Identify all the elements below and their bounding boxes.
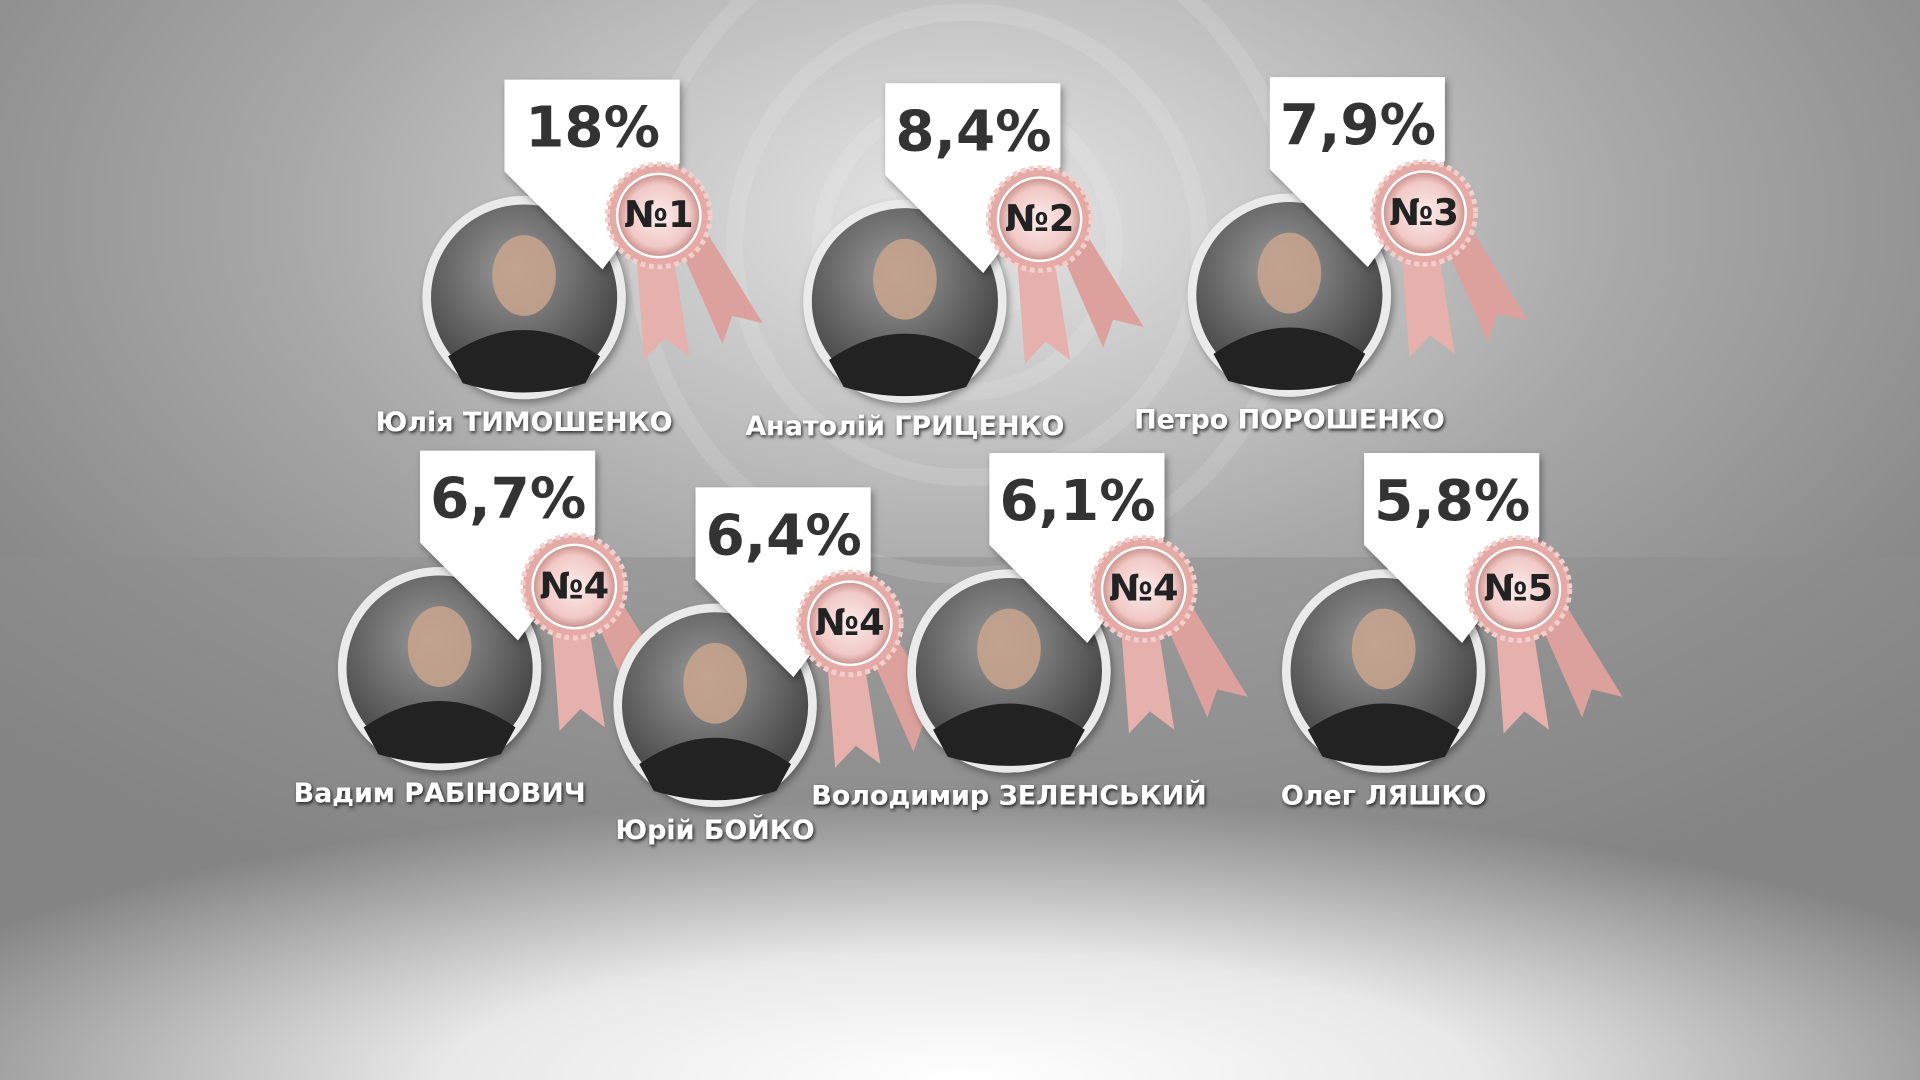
rank: №4 <box>1109 567 1179 610</box>
candidate-name: Юлія ТИМОШЕНКО <box>376 407 673 438</box>
photo-shoulders <box>933 703 1085 766</box>
photo-shoulders <box>828 333 981 397</box>
candidate-card: 6,4% №4 Юрій БОЙКО <box>613 487 954 846</box>
percent: 18% <box>525 96 660 161</box>
badge <box>1100 546 1187 632</box>
badge <box>1381 170 1467 256</box>
photo-shoulders <box>1213 327 1366 390</box>
photo-head <box>492 235 556 316</box>
percent: 6,4% <box>706 503 862 568</box>
badge <box>1475 546 1562 632</box>
ribbon-tail <box>1155 601 1248 718</box>
candidate-name: Олег ЛЯШКО <box>1281 781 1487 812</box>
badge <box>806 580 893 667</box>
photo-shoulders <box>639 737 792 801</box>
photo-head <box>407 606 472 687</box>
candidate-card: 7,9% №3 Петро ПОРОШЕНКО <box>1134 77 1529 436</box>
ribbon-tail <box>671 227 763 345</box>
candidate-name: Анатолій ГРИЦЕНКО <box>745 411 1064 442</box>
badge <box>531 543 618 630</box>
candidate-card: 6,1% №4 Володимир ЗЕЛЕНСЬКИЙ <box>811 453 1248 812</box>
candidate-card: 8,4% №2 Анатолій ГРИЦЕНКО <box>745 83 1144 442</box>
photo-shoulders <box>448 330 600 393</box>
percent: 6,7% <box>430 467 586 532</box>
badge <box>615 172 702 259</box>
percent: 5,8% <box>1374 469 1530 534</box>
photo-head <box>1351 608 1416 690</box>
cards: 18% №1 Юлія ТИМОШЕНКО 8,4% №2 Анатолій ГРИЦЕН… <box>294 77 1623 846</box>
candidate-name: Вадим РАБІНОВИЧ <box>294 778 586 809</box>
ribbon-tail <box>1051 231 1144 348</box>
badge <box>996 176 1083 263</box>
rank: №4 <box>815 601 885 644</box>
rank: №2 <box>1005 197 1075 240</box>
rank: №1 <box>624 193 694 236</box>
candidate-name: Юрій БОЙКО <box>616 814 815 846</box>
photo-shoulders <box>363 701 516 764</box>
candidate-card: 18% №1 Юлія ТИМОШЕНКО <box>376 79 763 438</box>
candidate-card: 6,7% №4 Вадим РАБІНОВИЧ <box>294 450 679 809</box>
candidate-card: 5,8% №5 Олег ЛЯШКО <box>1281 453 1623 812</box>
percent: 7,9% <box>1280 93 1436 158</box>
ribbon-tail <box>1436 225 1529 342</box>
candidate-name: Володимир ЗЕЛЕНСЬКИЙ <box>811 780 1206 812</box>
photo-head <box>1257 232 1322 314</box>
candidate-name: Петро ПОРОШЕНКО <box>1134 405 1445 436</box>
rank: №3 <box>1389 191 1459 234</box>
photo-shoulders <box>1307 703 1460 766</box>
photo-head <box>683 642 747 724</box>
photo-head <box>977 608 1041 690</box>
rank: №4 <box>539 564 609 607</box>
rank: №5 <box>1484 567 1554 610</box>
photo-head <box>873 238 937 320</box>
percent: 8,4% <box>895 99 1051 164</box>
percent: 6,1% <box>999 469 1155 534</box>
ribbon-tail <box>1530 601 1623 718</box>
